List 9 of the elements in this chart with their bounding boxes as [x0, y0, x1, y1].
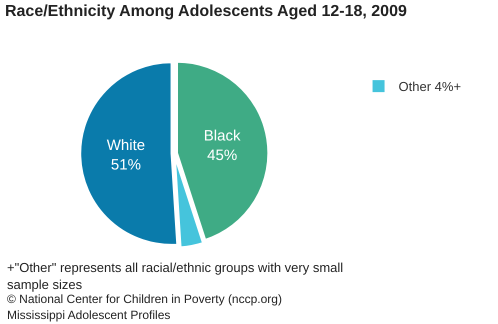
slice-label: Black [204, 128, 241, 145]
chart-title: Race/Ethnicity Among Adolescents Aged 12-18, 2009 [4, 3, 407, 20]
data-label: 45% [207, 147, 238, 164]
text: Mississippi Adolescent Profiles [7, 308, 170, 322]
data-label: 51% [110, 156, 141, 174]
text: © National Center for Children in Poverty (nccp.org) [7, 292, 282, 306]
legend-label: Other 4%+ [398, 79, 462, 94]
text: +"Other" represents all racial/ethnic groups with very small sample sizes [7, 260, 344, 292]
slice-label: White [106, 136, 146, 154]
